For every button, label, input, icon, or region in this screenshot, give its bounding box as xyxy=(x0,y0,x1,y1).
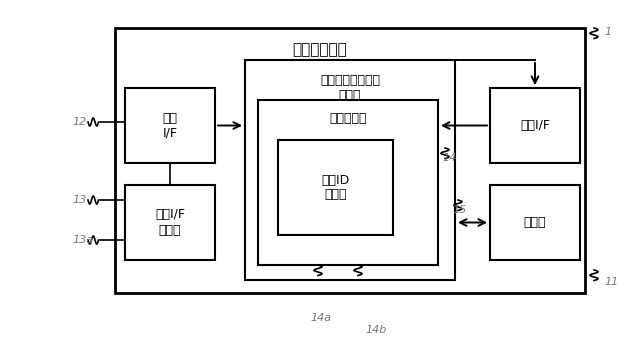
Bar xyxy=(258,100,438,265)
Text: ユーザー端末: ユーザー端末 xyxy=(292,43,348,58)
Text: 14b: 14b xyxy=(365,325,387,335)
Text: 入力
I/F: 入力 I/F xyxy=(163,111,177,140)
Text: 14: 14 xyxy=(442,153,456,163)
Text: ブラウザ部: ブラウザ部 xyxy=(329,111,367,125)
Text: 15: 15 xyxy=(452,205,467,215)
Bar xyxy=(125,88,215,163)
Text: 13a: 13a xyxy=(72,235,93,245)
Text: 12: 12 xyxy=(72,117,86,127)
Bar xyxy=(490,185,580,260)
Text: 14a: 14a xyxy=(310,313,331,323)
Text: 端末ID
保存部: 端末ID 保存部 xyxy=(321,173,349,201)
Text: メモリ: メモリ xyxy=(524,216,547,229)
Text: アプリエーション
実行部: アプリエーション 実行部 xyxy=(320,74,380,102)
Bar xyxy=(115,28,585,293)
Bar xyxy=(245,60,455,280)
Bar xyxy=(490,88,580,163)
Bar xyxy=(125,185,215,260)
Text: 通信I/F: 通信I/F xyxy=(520,119,550,132)
Text: 1: 1 xyxy=(604,27,611,37)
Bar xyxy=(278,140,393,235)
Text: 出力I/F
表示部: 出力I/F 表示部 xyxy=(155,208,185,237)
Text: 13: 13 xyxy=(72,195,86,205)
Text: 11: 11 xyxy=(604,277,618,287)
